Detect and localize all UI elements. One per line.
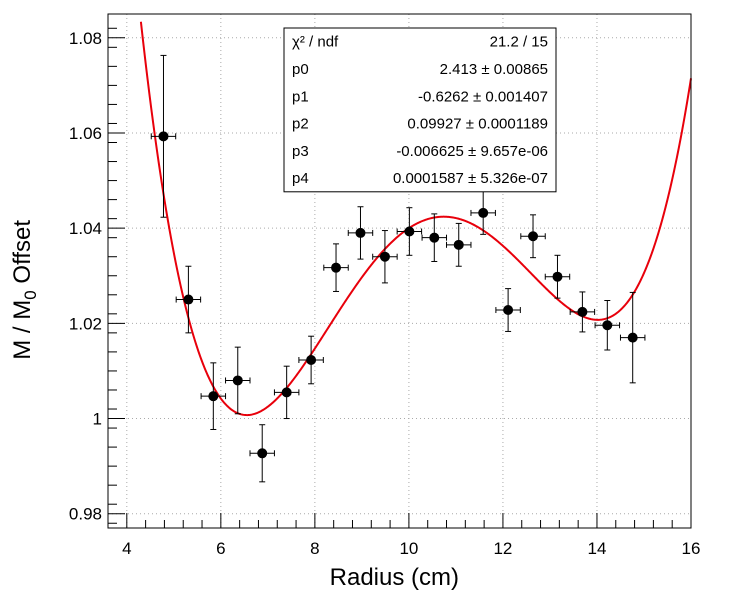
data-point (421, 213, 448, 262)
stats-box: χ² / ndf 21.2 / 15 p0 2.413 ± 0.00865 p1 -0.6… (283, 27, 557, 193)
marker (528, 231, 539, 242)
y-tick-label: 1.08 (69, 29, 102, 48)
data-point (520, 214, 546, 259)
data-point (298, 335, 324, 385)
y-tick-label: 1 (93, 410, 102, 429)
marker (602, 320, 613, 331)
marker (404, 226, 415, 237)
data-point (544, 254, 571, 299)
stats-row-name: p4 (292, 170, 309, 187)
y-axis-title-main: M / M (9, 300, 36, 360)
fit-curve-layer (139, 21, 692, 417)
stats-row-value: 21.2 / 15 (490, 34, 548, 51)
marker (232, 375, 243, 386)
data-point (150, 54, 177, 218)
marker (429, 232, 440, 243)
data-point (470, 191, 496, 235)
data-point (323, 243, 349, 292)
marker (257, 448, 268, 459)
stats-row-value: 0.0001587 ± 5.326e-07 (393, 170, 548, 187)
stats-row-name: χ² / ndf (292, 34, 339, 51)
marker (355, 227, 366, 238)
stats-row-name: p3 (292, 143, 309, 160)
data-point (569, 291, 596, 333)
marker (453, 239, 464, 250)
marker (627, 332, 638, 343)
data-points (150, 54, 646, 483)
marker (183, 294, 194, 305)
data-point (347, 206, 374, 260)
marker (503, 305, 514, 316)
data-point (372, 230, 398, 284)
y-tick-label: 0.98 (69, 505, 102, 524)
marker (478, 207, 489, 218)
x-tick-label: 8 (310, 539, 319, 558)
y-tick-label: 1.06 (69, 124, 102, 143)
marker (331, 262, 342, 273)
stats-row-name: p1 (292, 88, 309, 105)
y-axis-title: M / M0 Offset (9, 220, 40, 360)
x-tick-label: 14 (588, 539, 607, 558)
data-point (396, 207, 423, 256)
x-tick-label: 6 (216, 539, 225, 558)
marker (281, 387, 292, 398)
marker (577, 306, 588, 317)
data-point (619, 291, 646, 384)
x-axis-title: Radius (cm) (330, 564, 459, 591)
stats-row-value: -0.006625 ± 9.657e-06 (396, 143, 548, 160)
axis-ticks: 4 6 8 10 12 14 16 0.98 1 1.02 1.04 1.06 1.08 (69, 27, 701, 558)
data-point (594, 300, 621, 351)
fit-curve (139, 21, 692, 417)
data-point (175, 265, 202, 334)
stats-row-name: p2 (292, 116, 309, 133)
x-tick-label: 16 (682, 539, 701, 558)
data-point (249, 424, 275, 483)
y-axis-title-subscript: 0 (21, 290, 40, 299)
data-point (273, 365, 300, 420)
stats-box-frame (283, 27, 557, 193)
x-tick-label: 12 (493, 539, 512, 558)
data-point (225, 346, 251, 415)
x-tick-label: 10 (399, 539, 418, 558)
x-tick-label: 4 (122, 539, 131, 558)
marker (379, 251, 390, 262)
marker (306, 354, 317, 365)
data-point (446, 222, 472, 267)
stats-row-value: 0.09927 ± 0.0001189 (407, 116, 548, 133)
stats-row-value: -0.6262 ± 0.001407 (418, 88, 548, 105)
y-axis-title-suffix: Offset (9, 220, 36, 291)
data-point (495, 288, 521, 332)
marker (208, 391, 219, 402)
y-tick-label: 1.04 (69, 219, 102, 238)
y-tick-label: 1.02 (69, 314, 102, 333)
stats-row-value: 2.413 ± 0.00865 (440, 61, 548, 78)
plot-frame (107, 13, 692, 529)
stats-row-name: p0 (292, 61, 309, 78)
marker (552, 271, 563, 282)
data-point (200, 362, 227, 430)
marker (158, 131, 169, 142)
